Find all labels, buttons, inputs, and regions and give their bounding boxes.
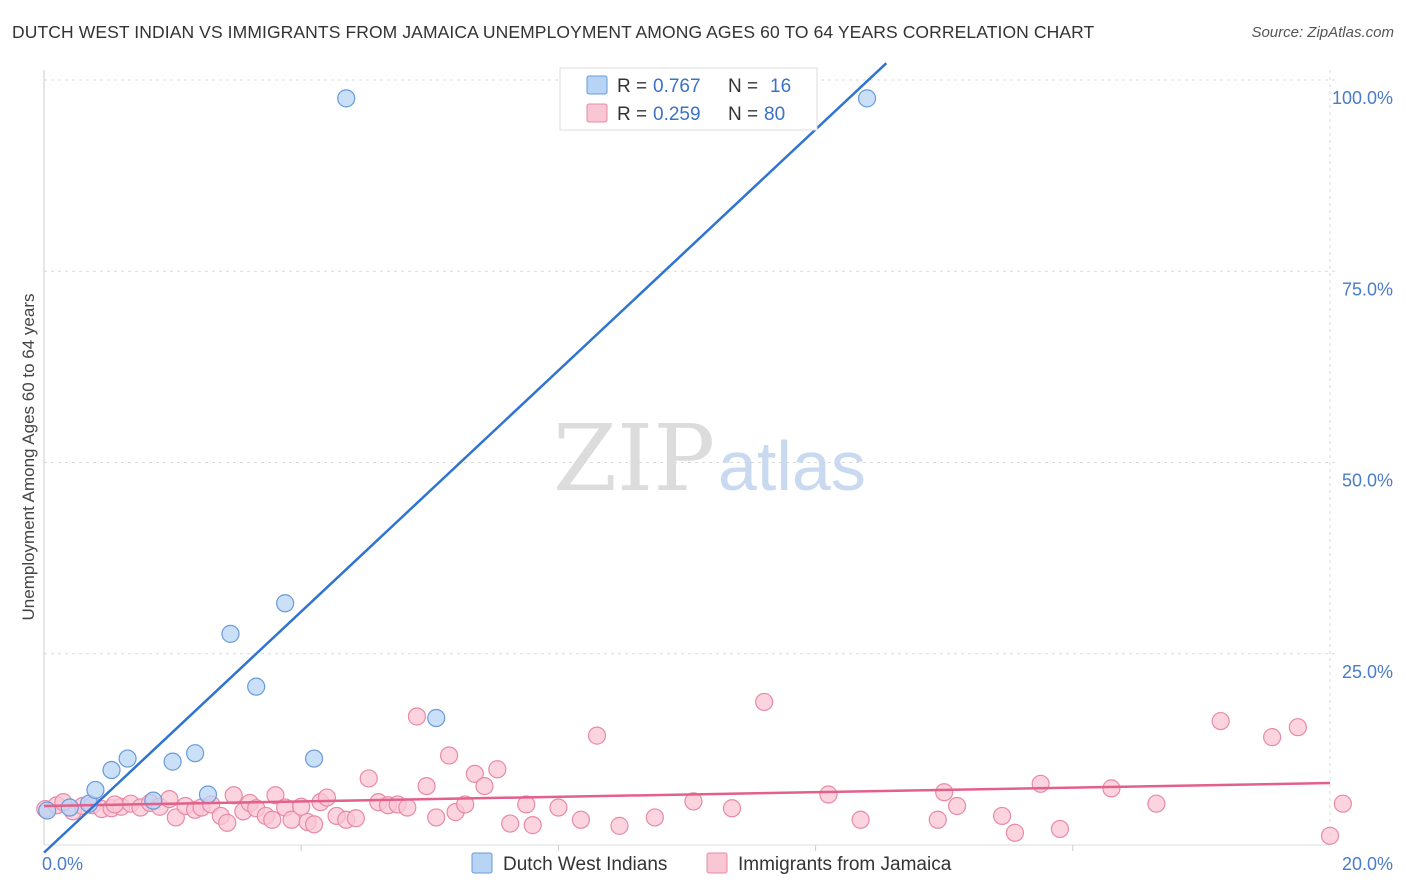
- legend-r-value-pink: 0.259: [653, 104, 701, 125]
- data-point: [456, 795, 475, 814]
- data-point: [224, 786, 243, 805]
- data-point: [523, 816, 542, 835]
- data-point: [587, 726, 607, 745]
- chart-title: DUTCH WEST INDIAN VS IMMIGRANTS FROM JAM…: [12, 22, 1095, 42]
- data-point: [163, 752, 182, 771]
- data-point: [571, 810, 591, 829]
- data-point: [198, 785, 218, 804]
- data-point: [1263, 728, 1282, 747]
- data-point: [304, 815, 324, 834]
- data-point: [60, 798, 79, 817]
- data-point: [1005, 823, 1025, 842]
- data-point: [610, 816, 629, 835]
- data-point: [517, 795, 536, 814]
- bottom-legend-label-pink: Immigrants from Jamaica: [738, 854, 952, 875]
- y-tick-label: 75.0%: [1342, 279, 1393, 299]
- data-point: [417, 776, 436, 796]
- data-point: [1320, 826, 1340, 845]
- data-point: [1031, 774, 1050, 793]
- bottom-legend-swatch-blue: [471, 852, 493, 874]
- data-point: [549, 798, 568, 817]
- y-tick-label: 50.0%: [1342, 471, 1393, 491]
- x-tick-labels: 0.0% 20.0%: [42, 854, 1393, 874]
- series-jamaica-points: [36, 692, 1352, 845]
- data-point: [857, 89, 877, 108]
- data-point: [439, 746, 459, 765]
- data-point: [427, 808, 446, 827]
- data-point: [263, 810, 282, 829]
- data-point: [465, 764, 484, 783]
- legend-r-label-pink: R =: [617, 104, 647, 125]
- watermark: ZIP atlas: [553, 405, 866, 512]
- trend-line-jamaica: [43, 781, 1331, 808]
- legend-n-value-blue: 16: [770, 76, 791, 97]
- data-point: [488, 760, 507, 779]
- y-tick-label: 25.0%: [1342, 662, 1393, 682]
- legend-n-label-blue: N =: [728, 76, 758, 97]
- data-point: [218, 813, 237, 832]
- data-point: [501, 814, 520, 833]
- x-tick-label: 0.0%: [42, 854, 83, 874]
- data-point: [266, 786, 285, 805]
- data-point: [935, 783, 954, 802]
- data-point: [276, 594, 295, 613]
- trend-line-dutch-west-indians: [43, 62, 888, 854]
- data-point: [247, 677, 266, 696]
- source-credit: Source: ZipAtlas.com: [1251, 24, 1394, 41]
- y-axis-label: Unemployment Among Ages 60 to 64 years: [19, 294, 38, 621]
- data-point: [645, 808, 664, 827]
- data-point: [1211, 711, 1230, 731]
- legend-swatch-blue: [586, 75, 608, 95]
- data-point: [86, 780, 105, 800]
- legend-r-label-blue: R =: [617, 76, 647, 97]
- data-point: [144, 791, 163, 810]
- data-point: [186, 744, 205, 763]
- data-point: [819, 785, 838, 804]
- legend-r-value-blue: 0.767: [653, 76, 701, 97]
- data-point: [118, 749, 137, 768]
- data-point: [1050, 819, 1070, 839]
- data-point: [346, 809, 365, 828]
- x-tick-label: 20.0%: [1342, 854, 1393, 874]
- data-point: [1147, 794, 1166, 813]
- data-point: [1333, 794, 1352, 813]
- y-tick-labels: 25.0% 50.0% 75.0% 100.0%: [1332, 88, 1393, 682]
- trend-lines: [43, 62, 1331, 854]
- y-tick-label: 100.0%: [1332, 88, 1393, 108]
- data-point: [1102, 779, 1121, 798]
- data-point: [359, 769, 378, 788]
- legend-n-value-pink: 80: [764, 104, 785, 125]
- data-point: [475, 776, 494, 796]
- data-point: [221, 624, 240, 643]
- data-point: [722, 799, 742, 818]
- watermark-zip: ZIP: [553, 405, 715, 512]
- data-point: [947, 796, 967, 816]
- bottom-legend-swatch-pink: [706, 852, 728, 874]
- data-point: [928, 810, 947, 829]
- data-point: [398, 798, 417, 817]
- data-point: [684, 792, 703, 811]
- watermark-atlas: atlas: [718, 427, 866, 505]
- data-point: [992, 806, 1012, 826]
- data-point: [427, 708, 446, 728]
- stats-legend: R = 0.767 N = 16 R = 0.259 N = 80: [559, 67, 818, 131]
- data-point: [337, 89, 356, 108]
- legend-swatch-pink: [586, 103, 608, 123]
- data-point: [1288, 718, 1307, 737]
- legend-n-label-pink: N =: [728, 104, 758, 125]
- bottom-legend-label-blue: Dutch West Indians: [503, 854, 667, 875]
- data-point: [755, 692, 774, 712]
- data-point: [102, 760, 121, 780]
- data-point: [851, 810, 870, 829]
- data-point: [407, 707, 427, 726]
- data-point: [317, 788, 337, 807]
- data-point: [304, 749, 324, 768]
- series-legend: Dutch West Indians Immigrants from Jamai…: [471, 852, 952, 875]
